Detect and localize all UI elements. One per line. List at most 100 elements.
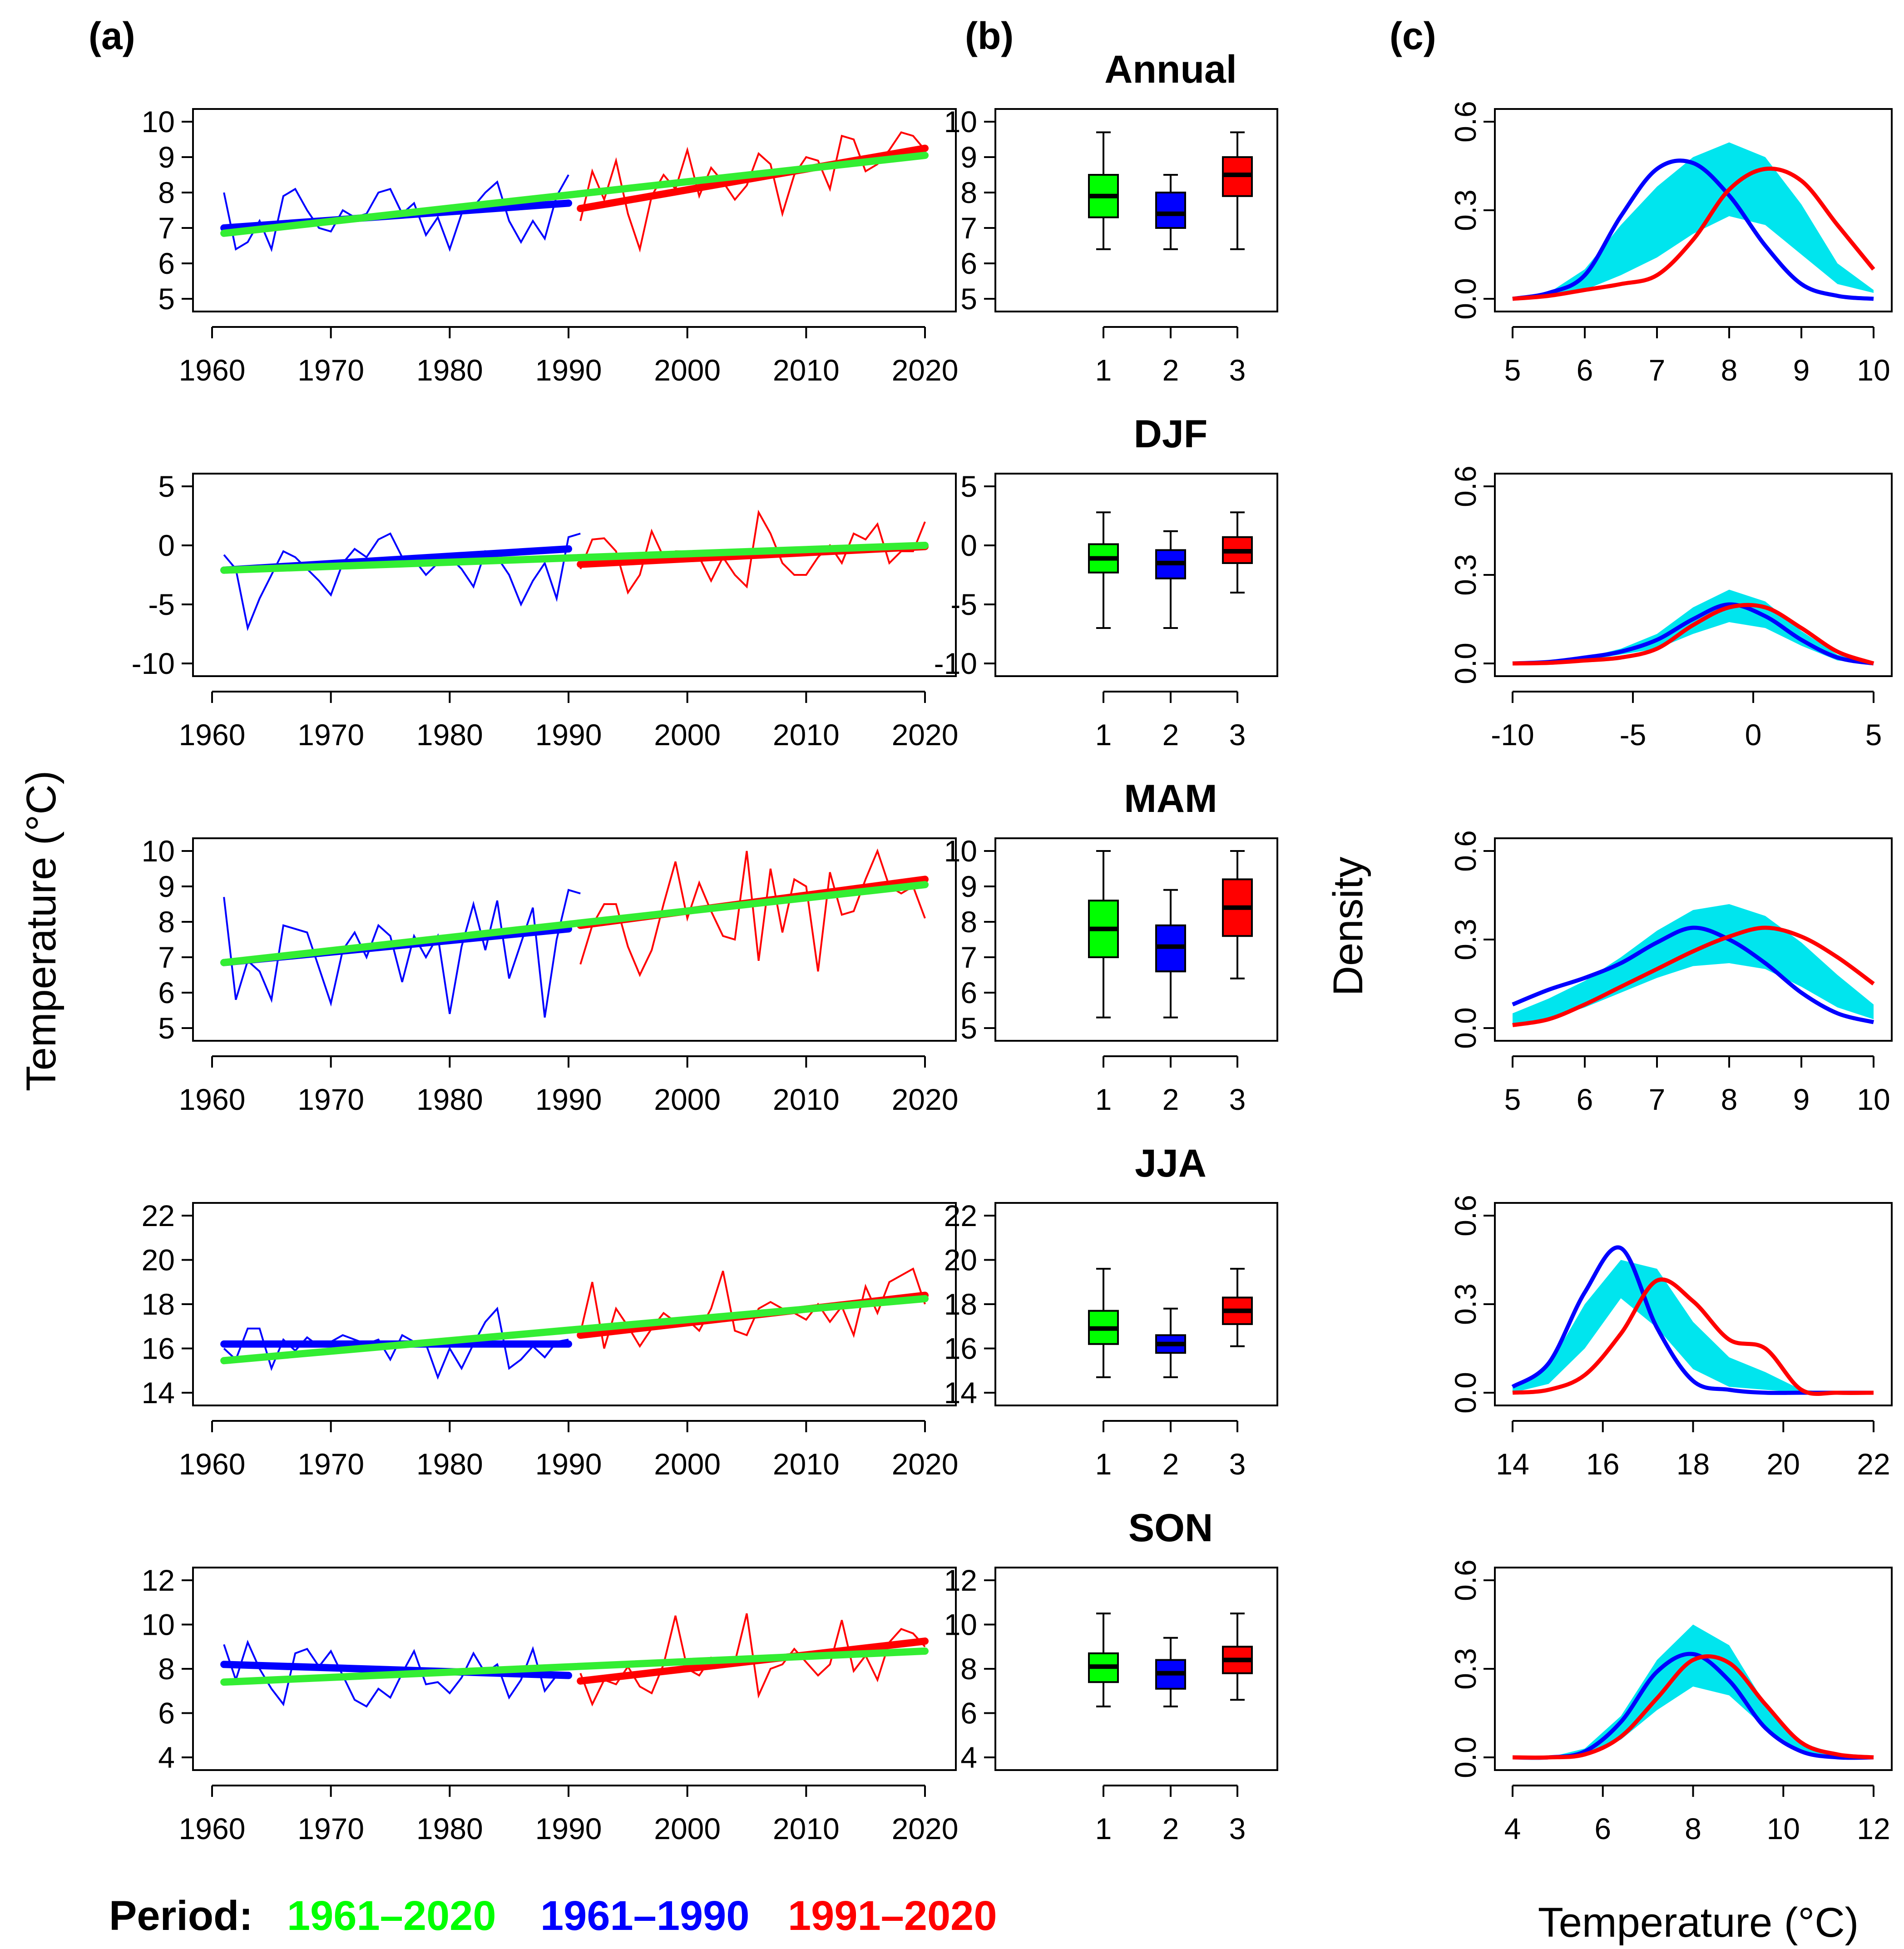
y-tick-label: 10 bbox=[944, 834, 977, 868]
x-tick-label: 2020 bbox=[892, 1812, 959, 1845]
legend-entry-1991-2020: 1991–2020 bbox=[788, 1893, 997, 1939]
y-tick-label: 9 bbox=[960, 870, 977, 903]
density-1991-2020 bbox=[1512, 603, 1874, 666]
x-tick-label: 1990 bbox=[535, 1447, 602, 1481]
x-tick-label: 1990 bbox=[535, 353, 602, 387]
x-tick-label: 10 bbox=[1857, 1083, 1890, 1116]
density-panel: 0.0 0.3 0.6 5 6 7 8 9 10 bbox=[1449, 830, 1893, 1116]
y-tick-label: 20 bbox=[944, 1243, 977, 1277]
x-tick-label: 3 bbox=[1229, 1812, 1246, 1845]
x-tick-label: 14 bbox=[1496, 1447, 1529, 1481]
y-tick-label: 5 bbox=[158, 470, 175, 503]
x-tick-label: 1960 bbox=[179, 1447, 246, 1481]
density-band bbox=[1513, 904, 1874, 1025]
timeseries-panel: 4 6 8 10 12 1960 1970 1980 1990 2000 2010 2020 bbox=[142, 1563, 959, 1845]
x-tick-label: 1 bbox=[1095, 1447, 1112, 1481]
y-tick-label: 0.3 bbox=[1449, 554, 1482, 596]
y-tick-label: 7 bbox=[158, 940, 175, 974]
x-tick-label: 9 bbox=[1793, 353, 1810, 387]
y-tick-label: 8 bbox=[960, 905, 977, 939]
x-tick-label: 2 bbox=[1162, 1083, 1179, 1116]
x-tick-label: 2010 bbox=[773, 1447, 840, 1481]
x-tick-label: 20 bbox=[1767, 1447, 1800, 1481]
x-tick-label: 1 bbox=[1095, 718, 1112, 752]
y-tick-label: 12 bbox=[944, 1563, 977, 1597]
x-tick-label: 10 bbox=[1767, 1812, 1800, 1845]
legend: Period: 1961–2020 1961–1990 1991–2020 bbox=[109, 1893, 997, 1939]
legend-entry-1961-2020: 1961–2020 bbox=[287, 1893, 496, 1939]
y-tick-label: 16 bbox=[142, 1332, 175, 1365]
y-tick-label: 6 bbox=[158, 247, 175, 280]
x-tick-label: 12 bbox=[1857, 1812, 1890, 1845]
x-tick-label: 2 bbox=[1162, 1447, 1179, 1481]
density-panel: 0.0 0.3 0.6 4 6 8 10 12 bbox=[1449, 1559, 1893, 1845]
y-tick-label: 5 bbox=[158, 282, 175, 316]
plot-frame bbox=[192, 837, 957, 1042]
x-tick-label: 10 bbox=[1857, 353, 1890, 387]
x-tick-label: 1 bbox=[1095, 353, 1112, 387]
x-tick-label: 1970 bbox=[297, 353, 364, 387]
y-tick-label: 8 bbox=[158, 905, 175, 939]
trend-1961-2020 bbox=[220, 881, 929, 966]
x-tick-label: 1990 bbox=[535, 1812, 602, 1845]
y-tick-label: 20 bbox=[142, 1243, 175, 1277]
y-tick-label: 0.0 bbox=[1449, 278, 1482, 320]
trend-1961-2020 bbox=[220, 152, 929, 237]
trend-1961-2020 bbox=[220, 542, 929, 574]
plot-frame bbox=[192, 473, 957, 677]
y-tick-label: 5 bbox=[960, 470, 977, 503]
y-tick-label: -5 bbox=[148, 588, 175, 621]
x-tick-label: 1990 bbox=[535, 718, 602, 752]
y-tick-label: 14 bbox=[944, 1376, 977, 1410]
y-tick-label: 0.6 bbox=[1449, 830, 1482, 872]
y-tick-label: 0 bbox=[960, 529, 977, 562]
density-band bbox=[1513, 1624, 1874, 1757]
trend-1961-2020 bbox=[220, 1295, 929, 1365]
density-1991-2020 bbox=[1512, 1654, 1874, 1760]
y-tick-label: 6 bbox=[960, 247, 977, 280]
x-tick-label: 2010 bbox=[773, 718, 840, 752]
season-title-mam: MAM bbox=[1124, 777, 1217, 821]
y-tick-label: 5 bbox=[960, 1011, 977, 1045]
y-tick-label: -10 bbox=[132, 647, 175, 680]
x-tick-label: 7 bbox=[1649, 1083, 1666, 1116]
series-1961-1990 bbox=[223, 174, 569, 252]
x-tick-label: 1980 bbox=[416, 1812, 483, 1845]
y-tick-label: 0.0 bbox=[1449, 1007, 1482, 1049]
x-tick-label: 2010 bbox=[773, 353, 840, 387]
trend-1961-1990 bbox=[220, 1661, 572, 1679]
x-tick-label: 1970 bbox=[297, 718, 364, 752]
x-tick-label: 22 bbox=[1857, 1447, 1890, 1481]
season-title-jja: JJA bbox=[1135, 1142, 1207, 1185]
x-tick-label: -5 bbox=[1620, 718, 1647, 752]
y-tick-label: 9 bbox=[960, 140, 977, 174]
y-tick-label: 8 bbox=[158, 1652, 175, 1686]
x-tick-label: 3 bbox=[1229, 1083, 1246, 1116]
y-tick-label: 7 bbox=[960, 940, 977, 974]
y-tick-label: -10 bbox=[934, 647, 977, 680]
y-tick-label: 7 bbox=[960, 211, 977, 245]
x-tick-label: 0 bbox=[1745, 718, 1762, 752]
x-tick-label: 2000 bbox=[654, 1812, 721, 1845]
x-tick-label: 1980 bbox=[416, 353, 483, 387]
trend-1961-2020 bbox=[220, 1647, 929, 1686]
x-tick-label: 1960 bbox=[179, 1083, 246, 1116]
y-tick-label: 6 bbox=[158, 976, 175, 1009]
season-title-annual: Annual bbox=[1104, 48, 1236, 91]
series-1991-2020 bbox=[579, 848, 926, 977]
density-panel: 0.0 0.3 0.6 5 6 7 8 9 10 bbox=[1449, 101, 1893, 387]
x-tick-label: 1990 bbox=[535, 1083, 602, 1116]
y-tick-label: 0.6 bbox=[1449, 1559, 1482, 1601]
x-tick-label: 2020 bbox=[892, 718, 959, 752]
x-tick-label: 1970 bbox=[297, 1812, 364, 1845]
density-1991-2020 bbox=[1512, 925, 1875, 1027]
y-tick-label: 8 bbox=[158, 176, 175, 209]
y-tick-label: 0.3 bbox=[1449, 919, 1482, 960]
y-axis-title-temperature: Temperature (°C) bbox=[18, 771, 64, 1092]
x-tick-label: 1980 bbox=[416, 1083, 483, 1116]
panel-label-a: (a) bbox=[89, 15, 135, 57]
